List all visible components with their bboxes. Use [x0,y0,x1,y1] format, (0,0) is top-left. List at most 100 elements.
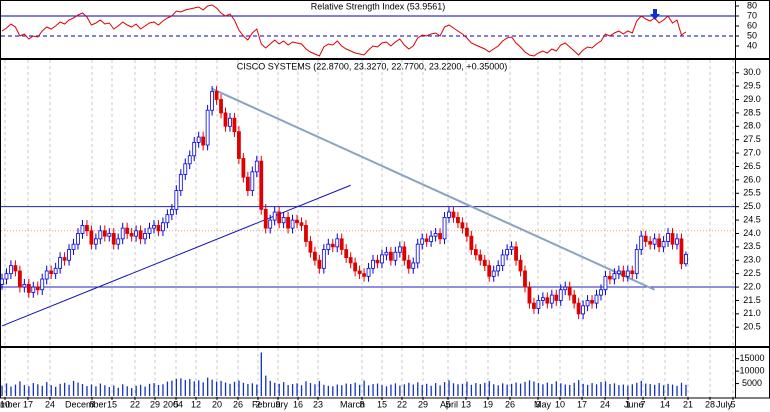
volume-bar [613,383,616,396]
candle-body [335,238,340,248]
candle-body [679,238,684,265]
volume-bar [475,383,477,396]
candle-body [397,246,402,253]
x-tick-label: June [624,399,644,409]
volume-bar [233,381,236,396]
x-tick-label: 15 [107,399,117,409]
candle-body [375,259,380,264]
candle-body [62,257,67,261]
volume-bar [90,384,93,396]
candle-body [666,233,670,242]
candle-body [187,155,192,165]
x-tick-label: 2004 [163,399,183,409]
candle-body [442,216,447,240]
candle-body [496,265,501,272]
y-tick-label: 24.0 [743,228,761,238]
candle-body [585,300,590,307]
x-tick-label: 28 [705,399,715,409]
candle-body [639,235,644,250]
candle-body [326,243,331,250]
signal-arrow [650,9,660,20]
candle-body [111,233,116,245]
candle-body [625,270,630,277]
candle-body [76,233,80,245]
candle-body [138,230,143,240]
volume-bar [23,385,26,396]
volume-bar [113,385,115,396]
x-tick-label: April [440,399,458,409]
candle-body [433,233,438,237]
candle-body [26,283,31,293]
candle-body [648,241,653,245]
candle-body [429,235,434,242]
volume-bar [542,384,544,396]
volume-bar [546,382,549,396]
candle-body [460,222,465,229]
volume-bar [260,352,262,396]
volume-bar [314,384,316,396]
volume-bar [408,382,410,396]
y-tick-label: 60 [747,20,757,30]
candle-body [210,91,214,111]
volume-bar [144,386,146,396]
volume-bar [37,384,39,396]
x-tick-label: 10 [555,399,565,409]
y-tick-label: 20.5 [743,322,761,332]
candle-body [675,238,679,245]
volume-bar [457,384,459,396]
trend-line [1,184,351,327]
volume-bar [604,381,607,396]
candle-body [670,233,675,245]
volume-bar [95,386,97,396]
candle-body [344,249,349,258]
volume-bar [193,381,195,396]
volume-bar [452,383,455,396]
x-tick-label: 5 [173,399,178,409]
volume-bar [215,381,218,396]
volume-bar [99,383,102,396]
candle-body [134,230,139,237]
x-tick-label: 17 [577,399,587,409]
candle-body [594,294,599,304]
x-tick-label: 16 [293,399,303,409]
volume-bar [484,382,486,396]
candle-body [241,158,246,178]
volume-bar [50,385,52,396]
volume-bar [104,385,106,396]
volume-bar [305,381,307,396]
volume-bar [265,375,267,396]
volume-bar [417,382,419,396]
volume-bar [207,377,209,396]
candle-body [330,243,335,248]
volume-bar [77,382,79,396]
candle-body [473,249,478,256]
candle-body [402,246,407,261]
volume-bar [256,384,258,396]
candle-body [317,259,322,269]
x-tick-label: May [534,399,552,409]
volume-bar [426,383,428,396]
x-tick-label: 17 [23,399,33,409]
candle-body [4,273,9,280]
volume-bar [287,385,289,396]
volume-bar [86,386,88,396]
candle-body [348,257,353,264]
x-tick-label: 22 [397,399,407,409]
x-tick-label: mber [0,399,21,409]
volume-bar [439,385,441,396]
volume-bar [506,384,508,396]
volume-bar [345,383,347,396]
candle-body [147,227,152,234]
volume-bar [537,383,540,396]
x-tick-label: 26 [233,399,243,409]
candle-body [657,238,661,248]
x-tick-label: 10 [0,399,10,409]
volume-bar [430,385,432,396]
candle-body [634,249,639,275]
candle-body [464,227,469,237]
candle-body [630,270,635,275]
candle-body [44,270,49,280]
candle-body [545,297,550,304]
candle-body [532,302,536,309]
y-tick-label: 26.0 [743,174,761,184]
